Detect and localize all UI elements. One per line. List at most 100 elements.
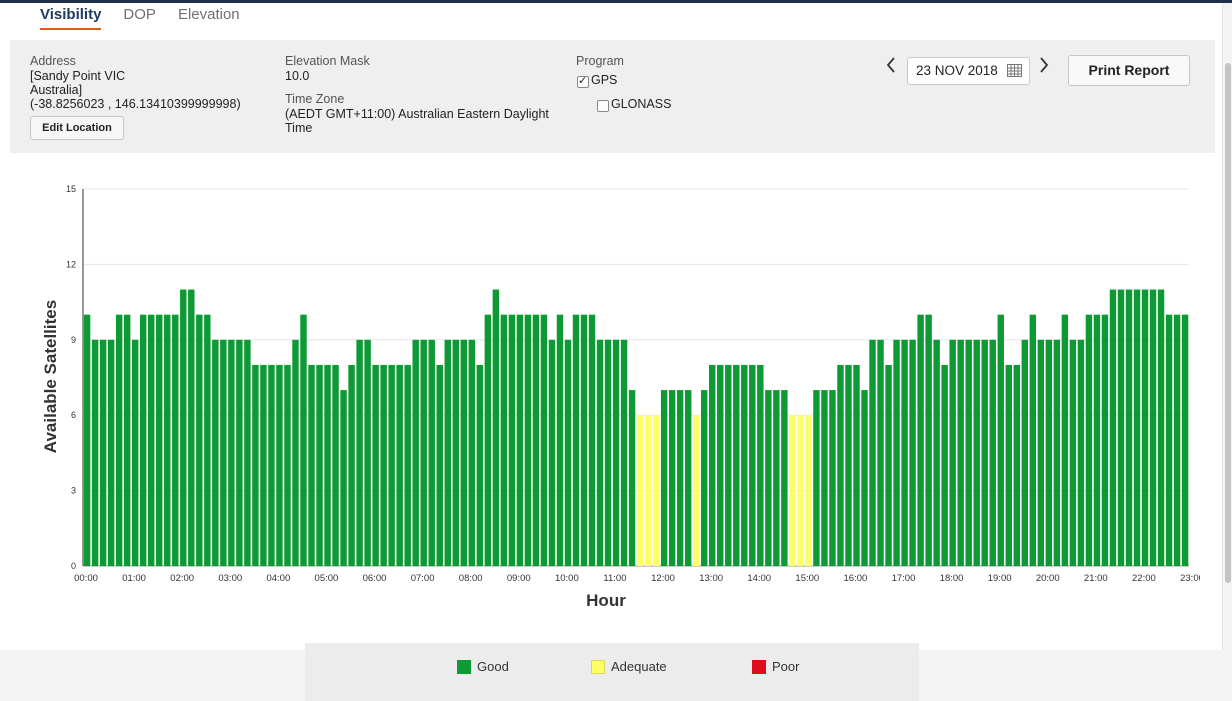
- x-tick-label: 14:00: [747, 573, 771, 584]
- scrollbar-thumb[interactable]: [1225, 63, 1231, 583]
- bar-25: [284, 364, 291, 566]
- bar-35: [364, 339, 371, 566]
- bar-121: [1053, 339, 1061, 566]
- bar-110: [965, 339, 972, 566]
- bar-27: [300, 314, 307, 566]
- x-tick-label: 07:00: [411, 573, 435, 584]
- bar-76: [693, 415, 700, 566]
- x-tick-label: 11:00: [603, 573, 626, 584]
- x-tick-label: 17:00: [892, 573, 916, 584]
- view-tabs: Visibility DOP Elevation: [40, 4, 240, 30]
- bar-108: [949, 339, 956, 566]
- bar-22: [260, 364, 267, 566]
- bar-55: [524, 314, 532, 566]
- date-value: 23 NOV 2018: [916, 63, 998, 78]
- bar-92: [821, 390, 828, 566]
- bar-95: [845, 364, 852, 566]
- bar-117: [1021, 339, 1029, 566]
- calendar-icon[interactable]: [1007, 64, 1022, 77]
- x-tick-label: 04:00: [266, 573, 290, 584]
- bar-59: [556, 314, 564, 566]
- bar-54: [516, 314, 524, 566]
- bar-116: [1013, 364, 1020, 566]
- bar-2: [99, 339, 107, 566]
- bar-52: [500, 314, 508, 566]
- glonass-checkbox[interactable]: [597, 100, 609, 112]
- bar-53: [508, 314, 516, 566]
- chevron-right-icon[interactable]: [1039, 57, 1049, 77]
- bar-28: [308, 364, 315, 566]
- bar-26: [292, 339, 299, 566]
- bar-128: [1109, 289, 1117, 566]
- bar-101: [893, 339, 900, 566]
- bar-79: [717, 364, 724, 566]
- bar-122: [1061, 314, 1069, 566]
- bar-40: [404, 364, 411, 566]
- legend-good-swatch: [457, 659, 471, 674]
- legend-adequate: Adequate: [591, 659, 667, 674]
- bar-90: [805, 415, 812, 566]
- x-axis-title: Hour: [586, 591, 626, 610]
- gps-checkbox[interactable]: [577, 74, 589, 88]
- bar-109: [957, 339, 964, 566]
- bar-104: [917, 314, 924, 566]
- address-line-1: [Sandy Point VIC: [30, 69, 126, 83]
- x-tick-label: 05:00: [315, 573, 339, 584]
- chevron-left-icon[interactable]: [886, 57, 896, 77]
- bar-56: [532, 314, 540, 566]
- tab-elevation[interactable]: Elevation: [177, 6, 240, 23]
- x-tick-label: 03:00: [218, 573, 242, 584]
- bar-118: [1029, 314, 1037, 566]
- print-report-button[interactable]: Print Report: [1068, 55, 1190, 86]
- gps-label: GPS: [591, 73, 618, 87]
- bar-68: [628, 390, 636, 566]
- address-coordinates: (-38.8256023 , 146.13410399999998): [30, 97, 241, 111]
- date-picker[interactable]: 23 NOV 2018: [907, 57, 1030, 85]
- bar-86: [773, 390, 780, 566]
- bar-19: [236, 339, 243, 566]
- bar-18: [228, 339, 235, 566]
- bar-105: [925, 314, 932, 566]
- tab-visibility[interactable]: Visibility: [40, 4, 102, 30]
- program-label: Program: [576, 54, 624, 68]
- bar-135: [1165, 314, 1173, 566]
- bar-123: [1069, 339, 1077, 566]
- y-tick-label: 15: [66, 184, 76, 194]
- bar-51: [492, 289, 500, 566]
- vertical-scrollbar[interactable]: [1222, 3, 1232, 701]
- bar-82: [741, 364, 748, 566]
- bar-64: [596, 339, 604, 566]
- bar-3: [107, 339, 115, 566]
- edit-location-button[interactable]: Edit Location: [30, 116, 124, 140]
- y-tick-label: 3: [71, 486, 76, 496]
- bar-44: [436, 364, 443, 566]
- bar-62: [580, 314, 588, 566]
- bar-24: [276, 364, 283, 566]
- address-line-2: Australia]: [30, 83, 83, 97]
- bar-37: [380, 364, 387, 566]
- bar-42: [420, 339, 427, 566]
- x-tick-label: 09:00: [507, 573, 531, 584]
- bar-129: [1117, 289, 1125, 566]
- time-zone-label: Time Zone: [285, 92, 345, 106]
- bar-132: [1141, 289, 1149, 566]
- bar-60: [564, 339, 572, 566]
- top-border: [0, 0, 1232, 3]
- bar-78: [709, 364, 716, 566]
- bar-61: [572, 314, 580, 566]
- y-tick-label: 12: [66, 259, 76, 269]
- bar-66: [612, 339, 620, 566]
- bar-114: [997, 314, 1004, 566]
- bar-73: [668, 390, 676, 566]
- bar-1: [91, 339, 99, 566]
- bar-115: [1005, 364, 1012, 566]
- tab-dop[interactable]: DOP: [123, 6, 156, 23]
- x-tick-label: 12:00: [651, 573, 675, 584]
- x-tick-label: 02:00: [170, 573, 194, 584]
- bar-88: [789, 415, 796, 566]
- legend-good: Good: [457, 659, 509, 674]
- bar-80: [725, 364, 732, 566]
- bar-125: [1085, 314, 1093, 566]
- bar-133: [1149, 289, 1157, 566]
- bar-91: [813, 390, 820, 566]
